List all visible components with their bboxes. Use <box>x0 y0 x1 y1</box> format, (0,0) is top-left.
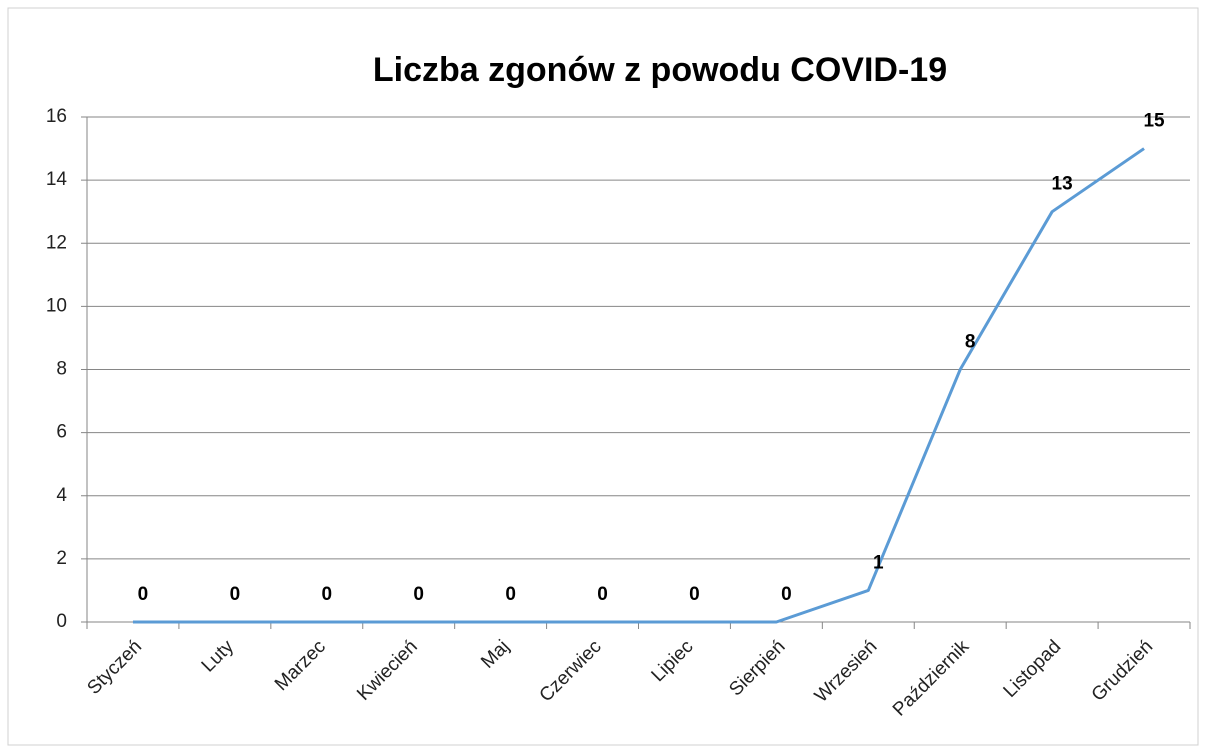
data-label: 0 <box>413 584 424 605</box>
y-tick-label: 10 <box>46 295 67 316</box>
data-label: 0 <box>597 584 608 605</box>
data-label: 1 <box>873 552 884 573</box>
data-label: 15 <box>1143 111 1165 132</box>
line <box>132 147 1145 624</box>
y-tick-label: 0 <box>56 611 67 632</box>
y-tick-label: 2 <box>56 548 67 569</box>
data-label: 0 <box>505 584 516 605</box>
data-label: 13 <box>1052 174 1073 195</box>
data-label: 0 <box>781 584 792 605</box>
data-label: 0 <box>689 584 700 605</box>
data-label: 0 <box>138 584 149 605</box>
data-label: 8 <box>965 332 976 353</box>
y-tick-label: 16 <box>46 106 67 127</box>
y-tick-label: 6 <box>56 422 67 443</box>
y-tick-label: 12 <box>46 232 67 253</box>
data-label: 0 <box>230 584 241 605</box>
chart-border <box>7 7 1199 746</box>
data-label: 0 <box>322 584 333 605</box>
y-tick-label: 4 <box>56 485 67 506</box>
y-tick-label: 8 <box>56 359 67 380</box>
chart-title: Liczba zgonów z powodu COVID-19 <box>373 51 947 89</box>
y-tick-label: 14 <box>46 169 68 190</box>
